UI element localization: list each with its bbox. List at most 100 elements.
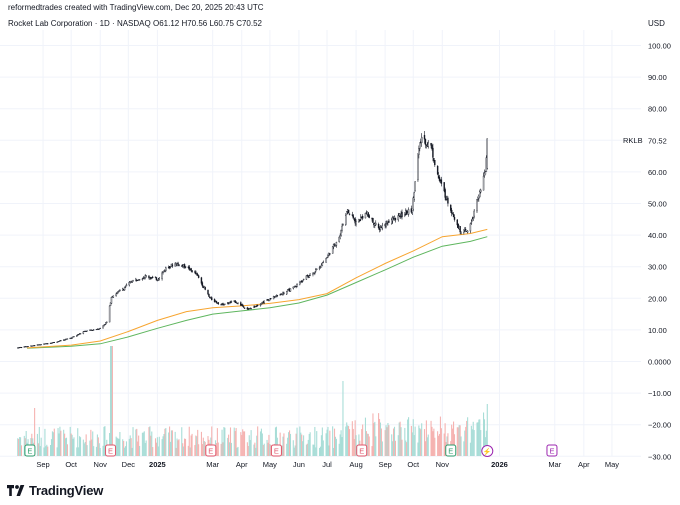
- volume-bar: [288, 432, 290, 456]
- candle-body: [410, 208, 413, 213]
- earnings-marker[interactable]: E: [356, 444, 368, 457]
- volume-bar: [124, 446, 127, 456]
- candle-body: [130, 281, 132, 283]
- volume-bar: [270, 444, 272, 456]
- volume-bar: [308, 433, 310, 456]
- volume-bar: [372, 413, 374, 456]
- candle-body: [165, 267, 167, 271]
- volume-bar: [341, 437, 343, 456]
- volume-bar: [247, 445, 249, 456]
- volume-bar: [328, 445, 330, 456]
- volume-bar: [292, 440, 294, 456]
- candle-body: [145, 275, 147, 277]
- candle-body: [484, 171, 487, 175]
- symbol-legend: Rocket Lab Corporation · 1D · NASDAQ O61…: [8, 19, 262, 28]
- candle-body: [318, 267, 321, 269]
- candle-body: [240, 302, 242, 306]
- earnings-marker[interactable]: E: [105, 444, 117, 457]
- volume-bar: [378, 413, 380, 456]
- event-markers[interactable]: E E E E E E E ⚡: [24, 444, 558, 457]
- volume-bar: [222, 442, 224, 456]
- candle-body: [71, 336, 73, 339]
- candle-body: [154, 276, 157, 278]
- volume-bar: [418, 425, 420, 456]
- volume-bar: [313, 444, 315, 456]
- volume-bar: [380, 428, 382, 456]
- volume-bar: [135, 429, 137, 456]
- volume-bar: [44, 428, 46, 456]
- volume-bar: [191, 433, 193, 456]
- candle-body: [109, 302, 112, 306]
- candle-body: [234, 300, 236, 303]
- x-tick-label: Nov: [94, 460, 108, 469]
- candle-body: [53, 341, 56, 343]
- candle-body: [419, 142, 421, 149]
- split-marker[interactable]: ⚡: [481, 445, 494, 457]
- candle-body: [267, 299, 269, 301]
- volume-bar: [63, 429, 65, 456]
- volume-bar: [478, 419, 480, 456]
- candle-body: [450, 209, 453, 214]
- volume-bar: [266, 439, 268, 456]
- volume-bar: [469, 442, 471, 456]
- candle-body: [427, 142, 429, 148]
- volume-bar: [351, 421, 353, 456]
- earnings-marker[interactable]: E: [270, 444, 282, 457]
- candle-body: [322, 261, 324, 263]
- volume-bar: [103, 426, 105, 456]
- volume-bar: [404, 427, 406, 456]
- candle-body: [465, 229, 467, 231]
- price-axis[interactable]: USD 100.00 90.00 80.00 70.52 60.00 50.00 40.00…: [648, 19, 671, 461]
- candle-body: [479, 191, 481, 198]
- volume-bar: [452, 428, 454, 456]
- volume-bar: [289, 433, 292, 456]
- candle-body: [255, 306, 257, 308]
- volume-bar: [230, 442, 232, 456]
- candle-body: [158, 277, 160, 281]
- volume-bar: [316, 431, 318, 456]
- candle-body: [209, 296, 211, 299]
- volume-bar: [299, 426, 301, 456]
- candle-body: [339, 234, 341, 239]
- candle-body: [443, 182, 445, 192]
- candle-body: [171, 264, 174, 267]
- candle-body: [417, 153, 419, 181]
- volume-bar: [229, 427, 232, 456]
- volume-bar: [399, 421, 401, 456]
- candle-body: [143, 277, 145, 279]
- volume-bar: [456, 427, 458, 456]
- volume-bar: [50, 444, 52, 456]
- candle-body: [178, 264, 180, 267]
- candle-body: [79, 333, 82, 335]
- volume-bar: [79, 437, 82, 456]
- earnings-marker[interactable]: E: [445, 444, 457, 457]
- volume-bar: [368, 436, 370, 456]
- volume-bar: [86, 445, 88, 456]
- candle-body: [397, 215, 399, 221]
- volume-bar: [188, 426, 190, 456]
- symbol-axis-label: RKLB: [623, 136, 643, 145]
- time-axis[interactable]: Sep Oct Nov Dec 2025 Mar Apr May Jun Jul Aug Sep Oct…: [36, 460, 619, 469]
- volume-bar: [184, 438, 187, 456]
- candle-body: [315, 269, 317, 272]
- earnings-marker[interactable]: E: [205, 444, 217, 457]
- volume-bar: [128, 438, 130, 456]
- volume-bar: [466, 420, 468, 456]
- candle-body: [215, 300, 218, 303]
- price-chart[interactable]: USD 100.00 90.00 80.00 70.52 60.00 50.00 40.00…: [0, 0, 680, 482]
- candle-body: [106, 321, 108, 323]
- split-marker-circle: [481, 445, 494, 457]
- volume-bar: [130, 438, 132, 456]
- candle-body: [452, 214, 455, 218]
- tradingview-logo[interactable]: TradingView: [7, 482, 103, 498]
- volume-bar: [20, 445, 23, 456]
- candle-body: [144, 275, 146, 278]
- volume-bar: [83, 443, 85, 456]
- earnings-marker[interactable]: E: [24, 444, 36, 457]
- candle-body: [456, 219, 459, 226]
- earnings-marker-box: [445, 444, 457, 457]
- y-tick-label: 20.00: [648, 294, 667, 303]
- earnings-marker[interactable]: E: [546, 444, 558, 457]
- candle-body: [331, 246, 334, 254]
- candle-body: [450, 204, 452, 211]
